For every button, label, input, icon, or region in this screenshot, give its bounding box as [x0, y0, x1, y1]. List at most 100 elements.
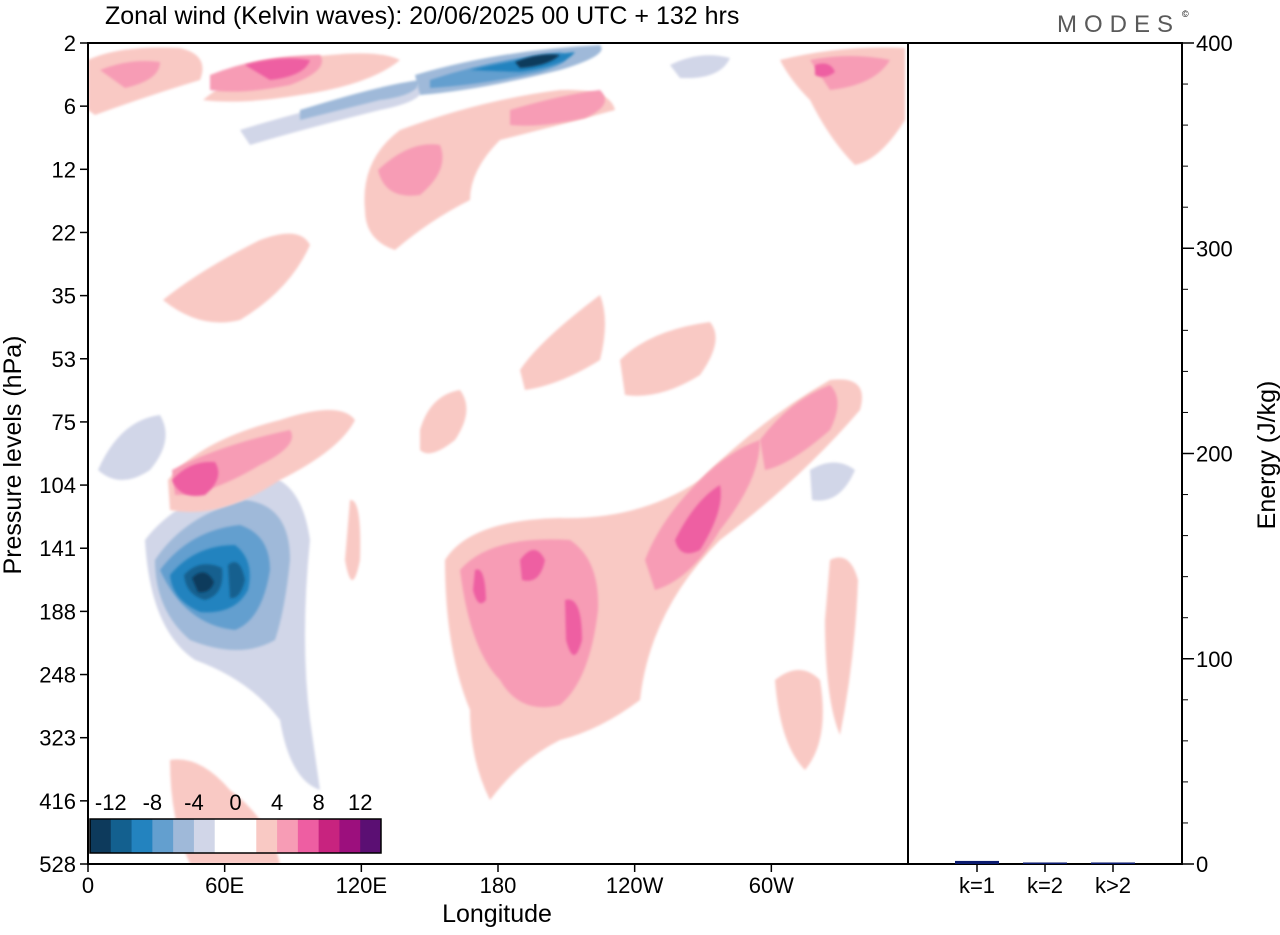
colorbar-swatch	[193, 819, 216, 853]
modes-logo-mark: ©	[1182, 9, 1189, 19]
colorbar-swatch	[256, 819, 278, 853]
westerly-contour	[172, 461, 219, 496]
easterly-contour	[300, 80, 420, 120]
y-tick-label: 53	[52, 347, 76, 372]
y-tick-label: 22	[52, 220, 76, 245]
hovmoller-panel: -12 -8 -4 0 4 8 12 0 60E 120E 180 120W 60W 2 6 12 22 35…	[0, 31, 909, 928]
westerly-contour	[520, 550, 545, 581]
wavenumber-axis: k=1 k=2 k>2	[959, 864, 1131, 898]
y-tick-label: 35	[52, 284, 76, 309]
westerly-contour	[473, 569, 486, 604]
easterly-contour	[420, 290, 872, 510]
westerly-contour	[88, 47, 203, 115]
wavenumber-label: k=2	[1027, 873, 1063, 898]
x-tick-label: 0	[82, 873, 94, 898]
x-axis-label: Longitude	[442, 900, 552, 928]
easterly-contour	[575, 135, 640, 165]
easterly-contour	[98, 415, 166, 480]
westerly-contour	[810, 56, 890, 90]
colorbar-swatch	[360, 819, 382, 853]
energy-tick-label: 400	[1196, 31, 1233, 56]
y-tick-label: 104	[39, 473, 76, 498]
westerly-contour	[420, 390, 467, 454]
energy-bar	[1023, 862, 1067, 864]
longitude-axis: 0 60E 120E 180 120W 60W	[82, 864, 794, 898]
colorbar-swatch	[90, 819, 112, 853]
colorbar-swatch	[131, 819, 153, 853]
westerly-contour	[163, 233, 310, 323]
energy-bar	[955, 860, 999, 864]
colorbar-swatch	[277, 819, 299, 853]
westerly-contour	[364, 89, 615, 250]
y-tick-label: 12	[52, 157, 76, 182]
x-tick-label: 60W	[749, 873, 794, 898]
energy-tick-label: 200	[1196, 442, 1233, 467]
energy-axis: 0 100 200 300 400	[1182, 31, 1233, 877]
westerly-contour	[245, 58, 310, 80]
easterly-contour	[88, 300, 430, 520]
y-tick-label: 416	[39, 789, 76, 814]
x-tick-label: 60E	[205, 873, 244, 898]
colorbar-swatch	[214, 819, 236, 853]
easterly-contour	[490, 217, 550, 246]
y-tick-label: 323	[39, 726, 76, 751]
westerly-contour	[378, 144, 443, 196]
colorbar-swatch	[173, 819, 195, 853]
colorbar-label: 0	[229, 790, 241, 815]
energy-bars	[955, 860, 1135, 864]
easterly-contour	[515, 54, 560, 68]
wavenumber-label: k>2	[1095, 873, 1131, 898]
colorbar-swatch	[110, 819, 133, 853]
modes-logo: MODES	[1057, 11, 1180, 38]
westerly-contour	[780, 47, 905, 165]
energy-bar	[1091, 862, 1135, 864]
pressure-axis: 2 6 12 22 35 53 75 104 141 188 248 323 416 528	[39, 31, 88, 877]
easterly-contour	[690, 575, 722, 692]
easterly-contour	[730, 156, 790, 191]
y-tick-label: 528	[39, 852, 76, 877]
x-tick-label: 120E	[336, 873, 387, 898]
colorbar-label: 8	[313, 790, 325, 815]
westerly-contour	[345, 499, 361, 580]
easterly-contour	[543, 790, 578, 860]
energy-tick-label: 300	[1196, 236, 1233, 261]
westerly-contour	[510, 90, 605, 126]
energy-axis-label: Energy (J/kg)	[1253, 381, 1280, 530]
westerly-contour	[460, 539, 599, 708]
y-tick-label: 2	[64, 31, 76, 56]
westerly-contour	[825, 557, 858, 735]
chart-title: Zonal wind (Kelvin waves): 20/06/2025 00…	[105, 2, 739, 30]
y-tick-label: 6	[64, 94, 76, 119]
x-tick-label: 180	[480, 873, 517, 898]
bar-frame	[907, 42, 1183, 865]
westerly-contour	[100, 61, 160, 88]
y-tick-label: 141	[39, 536, 76, 561]
westerly-contour	[775, 670, 823, 770]
colorbar-swatch	[152, 819, 174, 853]
colorbar-swatch	[235, 819, 257, 853]
energy-bar-panel: 0 100 200 300 400 k=1 k=2 k>2 Energy (J/kg)	[907, 31, 1280, 898]
colorbar-swatch	[339, 819, 361, 853]
westerly-contour	[520, 295, 605, 390]
y-tick-label: 75	[52, 410, 76, 435]
westerly-contour	[620, 322, 716, 396]
colorbar-label: -8	[143, 790, 163, 815]
westerly-contour	[815, 63, 835, 77]
easterly-contour	[810, 462, 855, 501]
wind-contours	[88, 45, 905, 864]
y-tick-label: 248	[39, 663, 76, 688]
colorbar-label: -12	[95, 790, 127, 815]
colorbar-label: 4	[271, 790, 283, 815]
easterly-contour	[192, 572, 214, 593]
easterly-contour	[670, 55, 730, 79]
y-tick-label: 188	[39, 599, 76, 624]
westerly-contour	[760, 385, 838, 470]
colorbar-swatch	[318, 819, 340, 853]
colorbar-label: -4	[184, 790, 204, 815]
x-tick-label: 120W	[606, 873, 664, 898]
colorbar: -12 -8 -4 0 4 8 12	[89, 790, 382, 854]
y-axis-label: Pressure levels (hPa)	[0, 336, 27, 575]
easterly-contour	[228, 562, 245, 599]
